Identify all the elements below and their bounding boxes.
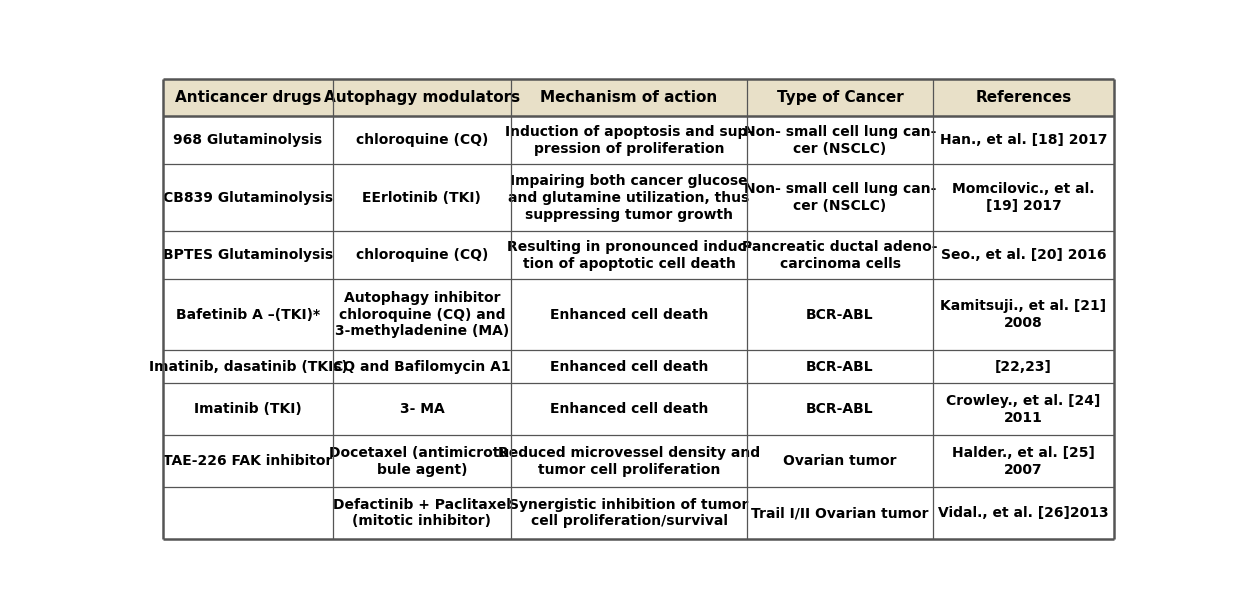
Bar — [333, 165, 511, 231]
Bar — [511, 350, 746, 383]
Bar — [933, 231, 1114, 280]
Bar — [933, 383, 1114, 435]
Text: CB839 Glutaminolysis: CB839 Glutaminolysis — [163, 191, 333, 205]
Bar — [511, 79, 746, 116]
Text: TAE-226 FAK inhibitor: TAE-226 FAK inhibitor — [163, 454, 333, 468]
Bar — [333, 79, 511, 116]
Text: Vidal., et al. [26]2013: Vidal., et al. [26]2013 — [938, 506, 1109, 520]
Bar — [746, 435, 933, 487]
Bar — [163, 165, 333, 231]
Bar — [933, 350, 1114, 383]
Bar — [933, 79, 1114, 116]
Bar — [933, 435, 1114, 487]
Bar — [746, 79, 933, 116]
Text: Reduced microvessel density and
tumor cell proliferation: Reduced microvessel density and tumor ce… — [498, 446, 760, 477]
Bar — [163, 383, 333, 435]
Text: Synergistic inhibition of tumor
cell proliferation/survival: Synergistic inhibition of tumor cell pro… — [510, 498, 749, 528]
Bar — [933, 165, 1114, 231]
Text: Docetaxel (antimicrotu-
bule agent): Docetaxel (antimicrotu- bule agent) — [329, 446, 515, 477]
Text: Pancreatic ductal adeno-
carcinoma cells: Pancreatic ductal adeno- carcinoma cells — [743, 240, 938, 271]
Text: 3- MA: 3- MA — [400, 402, 445, 416]
Bar — [333, 280, 511, 350]
Text: Imatinib, dasatinib (TKIs): Imatinib, dasatinib (TKIs) — [148, 360, 348, 373]
Text: Impairing both cancer glucose
and glutamine utilization, thus
suppressing tumor : Impairing both cancer glucose and glutam… — [508, 174, 750, 222]
Bar — [163, 435, 333, 487]
Bar — [333, 116, 511, 165]
Text: Type of Cancer: Type of Cancer — [776, 90, 903, 105]
Text: Trail I/II Ovarian tumor: Trail I/II Ovarian tumor — [751, 506, 928, 520]
Bar — [511, 435, 746, 487]
Text: BCR-ABL: BCR-ABL — [806, 402, 873, 416]
Bar — [163, 350, 333, 383]
Bar — [163, 79, 333, 116]
Bar — [933, 116, 1114, 165]
Text: Momcilovic., et al.
[19] 2017: Momcilovic., et al. [19] 2017 — [952, 182, 1095, 213]
Text: BCR-ABL: BCR-ABL — [806, 308, 873, 322]
Text: Enhanced cell death: Enhanced cell death — [549, 402, 708, 416]
Text: Defactinib + Paclitaxel
(mitotic inhibitor): Defactinib + Paclitaxel (mitotic inhibit… — [333, 498, 511, 528]
Bar — [333, 231, 511, 280]
Bar — [746, 165, 933, 231]
Bar — [511, 487, 746, 539]
Text: Kamitsuji., et al. [21]
2008: Kamitsuji., et al. [21] 2008 — [941, 299, 1106, 330]
Bar — [333, 350, 511, 383]
Bar — [511, 383, 746, 435]
Text: Autophagy modulators: Autophagy modulators — [324, 90, 520, 105]
Bar — [511, 280, 746, 350]
Text: CQ and Bafilomycin A1: CQ and Bafilomycin A1 — [333, 360, 511, 373]
Text: [22,23]: [22,23] — [996, 360, 1052, 373]
Text: Autophagy inhibitor
chloroquine (CQ) and
3-methyladenine (MA): Autophagy inhibitor chloroquine (CQ) and… — [335, 291, 510, 338]
Text: Enhanced cell death: Enhanced cell death — [549, 360, 708, 373]
Bar — [933, 487, 1114, 539]
Bar — [333, 435, 511, 487]
Text: References: References — [976, 90, 1072, 105]
Text: EErlotinib (TKI): EErlotinib (TKI) — [363, 191, 481, 205]
Text: Crowley., et al. [24]
2011: Crowley., et al. [24] 2011 — [946, 394, 1100, 425]
Text: Halder., et al. [25]
2007: Halder., et al. [25] 2007 — [952, 446, 1095, 477]
Text: Anticancer drugs: Anticancer drugs — [174, 90, 321, 105]
Bar — [333, 487, 511, 539]
Text: Seo., et al. [20] 2016: Seo., et al. [20] 2016 — [941, 248, 1106, 263]
Text: Non- small cell lung can-
cer (NSCLC): Non- small cell lung can- cer (NSCLC) — [744, 182, 936, 213]
Text: Bafetinib A –(TKI)*: Bafetinib A –(TKI)* — [176, 308, 320, 322]
Text: Ovarian tumor: Ovarian tumor — [784, 454, 897, 468]
Bar — [933, 280, 1114, 350]
Text: Mechanism of action: Mechanism of action — [541, 90, 718, 105]
Bar — [163, 280, 333, 350]
Text: BPTES Glutaminolysis: BPTES Glutaminolysis — [163, 248, 333, 263]
Text: Non- small cell lung can-
cer (NSCLC): Non- small cell lung can- cer (NSCLC) — [744, 125, 936, 155]
Bar — [163, 231, 333, 280]
Text: 968 Glutaminolysis: 968 Glutaminolysis — [173, 133, 323, 147]
Bar — [746, 350, 933, 383]
Text: Resulting in pronounced induc-
tion of apoptotic cell death: Resulting in pronounced induc- tion of a… — [507, 240, 751, 271]
Text: Imatinib (TKI): Imatinib (TKI) — [194, 402, 302, 416]
Bar — [163, 116, 333, 165]
Text: Han., et al. [18] 2017: Han., et al. [18] 2017 — [939, 133, 1108, 147]
Bar — [746, 280, 933, 350]
Text: Enhanced cell death: Enhanced cell death — [549, 308, 708, 322]
Bar — [333, 383, 511, 435]
Bar — [163, 487, 333, 539]
Bar — [746, 116, 933, 165]
Bar — [746, 383, 933, 435]
Bar — [511, 165, 746, 231]
Bar — [511, 231, 746, 280]
Text: BCR-ABL: BCR-ABL — [806, 360, 873, 373]
Text: Induction of apoptosis and sup-
pression of proliferation: Induction of apoptosis and sup- pression… — [505, 125, 753, 155]
Text: chloroquine (CQ): chloroquine (CQ) — [356, 248, 488, 263]
Bar — [511, 116, 746, 165]
Text: chloroquine (CQ): chloroquine (CQ) — [356, 133, 488, 147]
Bar — [746, 231, 933, 280]
Bar — [746, 487, 933, 539]
